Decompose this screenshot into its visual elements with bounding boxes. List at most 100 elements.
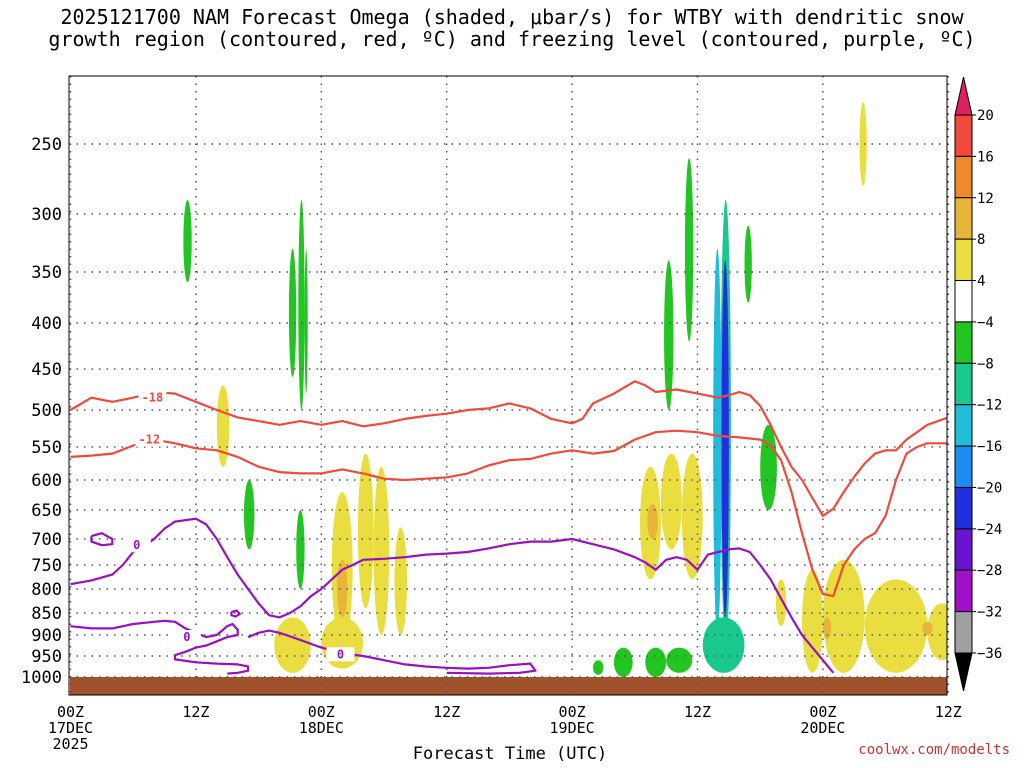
omega-cell-21	[357, 453, 374, 609]
colorbar: 20 16 12 8 4 −4 −8 −12 −16 −20 −24 −28 −32 −36	[954, 76, 1002, 692]
x-axis: 00Z 17DEC 2025 12Z 00Z 18DEC 12Z 00Z 19DEC 12Z 00Z…	[48, 703, 962, 753]
colorbar-box-6	[954, 362, 973, 406]
contour-label-freezing-0-lower: 0	[183, 630, 190, 644]
y-tick-950: 950	[31, 647, 62, 667]
title-line-2: growth region (contoured, red, ºC) and f…	[48, 27, 976, 51]
colorbar-top-arrow	[954, 76, 973, 116]
x-tick-5: 12Z	[684, 703, 711, 721]
y-tick-850: 850	[31, 604, 62, 624]
colorbar-label-5: −4	[977, 315, 994, 331]
omega-cell-35	[822, 617, 832, 640]
colorbar-box-0	[954, 114, 973, 157]
colorbar-box-8	[954, 445, 973, 488]
colorbar-label-2: 12	[977, 191, 994, 207]
omega-cell-31	[802, 569, 823, 673]
credit-text[interactable]: coolwx.com/modelts	[858, 742, 1010, 758]
omega-cell-16	[645, 647, 667, 677]
colorbar-label-8: −16	[977, 439, 1002, 455]
colorbar-label-12: −32	[977, 605, 1002, 621]
y-tick-700: 700	[31, 530, 62, 550]
colorbar-label-1: 16	[977, 149, 994, 165]
colorbar-box-9	[954, 486, 973, 530]
omega-cell-32	[822, 559, 865, 673]
contour-label-bg-1	[135, 432, 164, 447]
y-tick-250: 250	[31, 135, 62, 155]
contour-dgz-12	[70, 429, 947, 598]
y-axis: 2503003504004505005506006507007508008509…	[21, 135, 62, 688]
x-tick-6: 00Z 20DEC	[800, 703, 845, 737]
omega-cell-36	[922, 621, 933, 636]
colorbar-box-1	[954, 155, 973, 199]
omega-cell-18	[593, 660, 604, 675]
omega-cell-0	[298, 200, 305, 410]
colorbar-box-11	[954, 569, 973, 613]
omega-cell-3	[183, 200, 192, 283]
y-tick-650: 650	[31, 501, 62, 521]
x-tick-7: 12Z	[935, 703, 962, 721]
contour-freezing-0-mid	[247, 629, 537, 675]
omega-cell-28	[660, 453, 682, 550]
y-tick-350: 350	[31, 263, 62, 283]
omega-cell-7	[713, 248, 722, 635]
colorbar-box-2	[954, 197, 973, 240]
chart-title: 2025121700 NAM Forecast Omega (shaded, μ…	[0, 6, 1024, 50]
y-tick-1000: 1000	[21, 668, 62, 688]
colorbar-label-6: −8	[977, 356, 994, 372]
y-tick-500: 500	[31, 401, 62, 421]
colorbar-label-0: 20	[977, 108, 994, 124]
omega-cell-9	[702, 617, 745, 673]
contour-label-bg-2	[122, 538, 151, 553]
omega-cell-2	[288, 248, 297, 378]
plot-frame	[68, 75, 948, 696]
omega-cell-5	[243, 480, 255, 550]
y-tick-400: 400	[31, 314, 62, 334]
contour-freezing-0-small	[230, 609, 241, 618]
contour-freezing-0-left	[90, 532, 114, 547]
omega-cell-8	[721, 260, 729, 618]
omega-cell-15	[613, 647, 633, 677]
colorbar-label-3: 8	[977, 232, 985, 248]
title-line-1: 2025121700 NAM Forecast Omega (shaded, μ…	[60, 5, 964, 29]
colorbar-box-7	[954, 404, 973, 447]
colorbar-label-13: −36	[977, 646, 1002, 662]
contour-label-freezing-0: 0	[133, 538, 140, 552]
contour-freezing-0	[70, 517, 835, 674]
contour-label-bg-3	[172, 630, 201, 645]
colorbar-bottom-arrow	[954, 652, 973, 692]
colorbar-box-5	[954, 321, 973, 364]
colorbar-label-7: −12	[977, 398, 1002, 414]
y-tick-900: 900	[31, 626, 62, 646]
omega-cell-13	[760, 424, 777, 510]
colorbar-box-3	[954, 238, 973, 282]
omega-cell-4	[296, 510, 305, 589]
contour-label-dgz-12: -12	[138, 433, 160, 447]
contour-freezing-0-lower	[70, 619, 250, 675]
contour-label-bg-4	[326, 647, 355, 662]
y-tick-300: 300	[31, 205, 62, 225]
omega-cell-33	[864, 579, 928, 673]
colorbar-box-4	[954, 280, 973, 323]
colorbar-box-10	[954, 528, 973, 571]
terrain-ground	[70, 677, 947, 695]
omega-cell-25	[274, 617, 311, 673]
contour-label-freezing-0-mid: 0	[337, 647, 344, 661]
y-tick-800: 800	[31, 580, 62, 600]
omega-cell-30	[647, 504, 658, 539]
y-tick-550: 550	[31, 438, 62, 458]
omega-cell-12	[744, 225, 752, 303]
contour-label-bg-0	[138, 390, 167, 405]
x-tick-3: 12Z	[433, 703, 460, 721]
y-tick-600: 600	[31, 471, 62, 491]
contour-layer: -18 -12 0 0 0	[69, 380, 947, 675]
contour-dgz-18	[69, 380, 947, 517]
omega-cell-26	[336, 559, 348, 618]
colorbar-label-9: −20	[977, 480, 1002, 496]
omega-cell-34	[927, 603, 947, 661]
y-tick-750: 750	[31, 556, 62, 576]
omega-cells	[183, 102, 947, 677]
terrain-layer	[70, 677, 947, 695]
omega-cell-11	[664, 260, 674, 411]
colorbar-label-10: −24	[977, 522, 1002, 538]
x-axis-title: Forecast Time (UTC)	[412, 744, 608, 764]
